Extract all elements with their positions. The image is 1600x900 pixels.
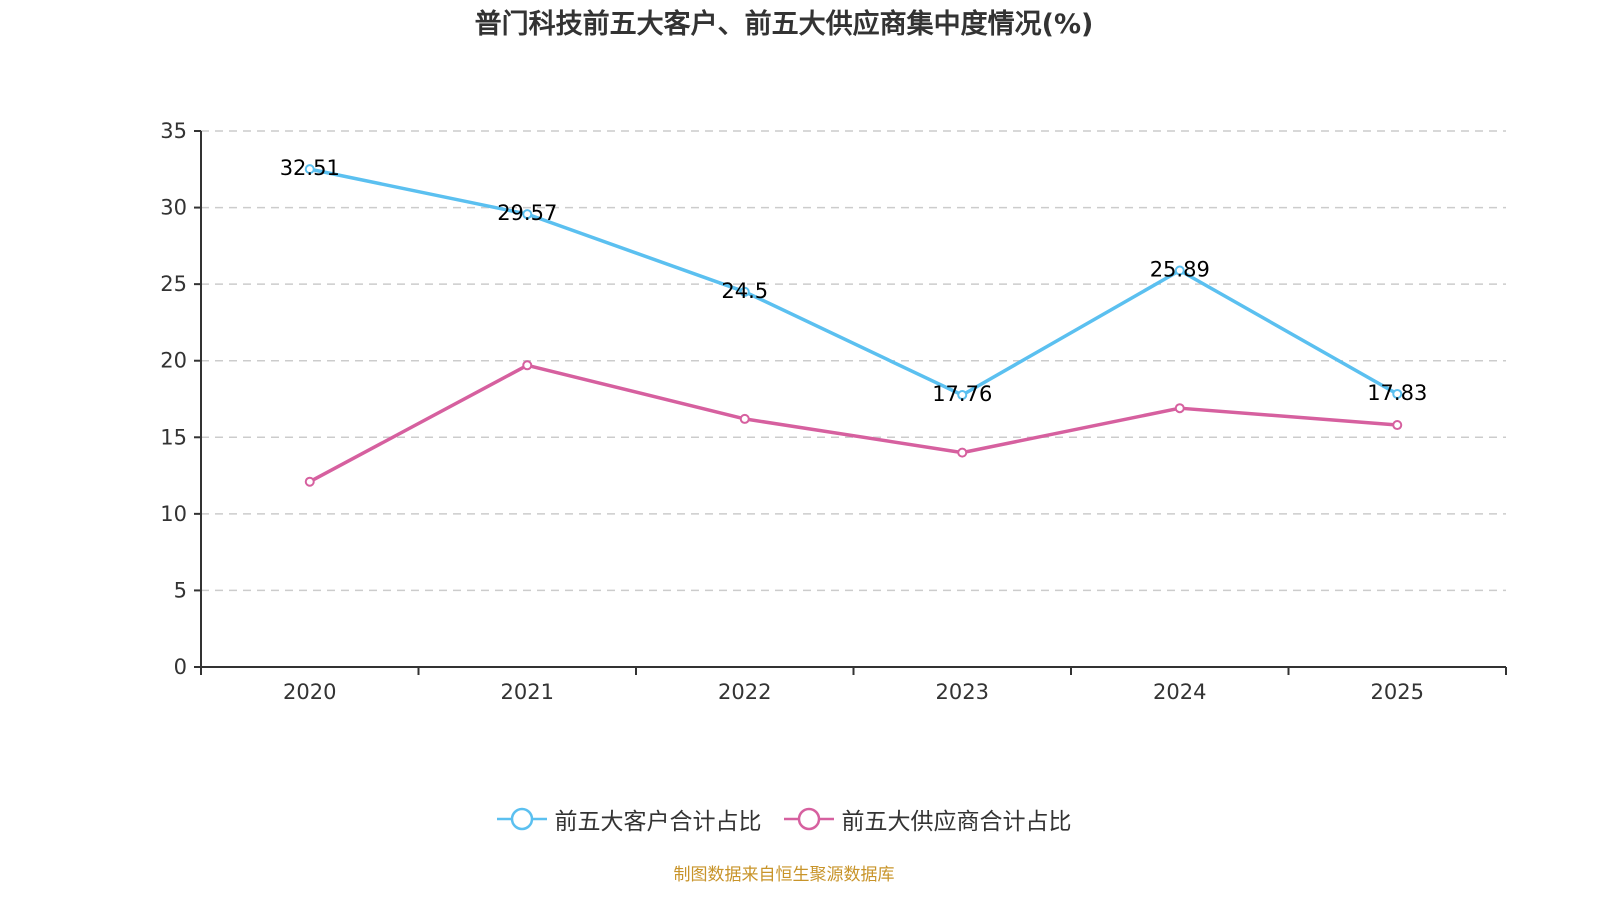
series	[304, 164, 1403, 487]
y-tick-label: 0	[174, 655, 187, 679]
data-point	[957, 390, 968, 401]
y-tick-label: 10	[160, 502, 187, 526]
x-tick-label: 2022	[718, 680, 771, 704]
data-point	[1174, 403, 1185, 414]
data-label: 24.5	[721, 279, 768, 303]
y-tick-label: 15	[160, 425, 187, 449]
legend-item-customers[interactable]: 前五大客户合计占比	[496, 802, 762, 836]
chart-title: 普门科技前五大客户、前五大供应商集中度情况(%)	[474, 9, 1094, 40]
x-tick-label: 2023	[936, 680, 989, 704]
series-line-1	[308, 363, 1398, 484]
data-labels: 32.51 29.57 24.5 17.76 25.89 17.83	[280, 156, 1428, 406]
gridlines	[201, 130, 1506, 592]
x-tick-label: 2025	[1371, 680, 1424, 704]
y-tick-label: 30	[160, 196, 187, 220]
data-point	[522, 209, 533, 220]
data-point	[522, 360, 533, 371]
data-label: 17.83	[1367, 381, 1427, 405]
legend-marker-circle-icon	[496, 807, 547, 831]
data-point	[739, 413, 750, 424]
y-tick-label: 35	[160, 119, 187, 143]
data-label: 29.57	[497, 201, 557, 225]
data-label: 25.89	[1150, 258, 1210, 282]
data-point	[304, 476, 315, 487]
data-label: 17.76	[932, 382, 992, 406]
data-point	[739, 286, 750, 297]
data-point	[1174, 265, 1185, 276]
x-tick-label: 2024	[1153, 680, 1206, 704]
y-tick-label: 5	[174, 578, 187, 602]
legend-label: 前五大供应商合计占比	[841, 809, 1072, 835]
y-tick-label: 25	[160, 272, 187, 296]
legend-label: 前五大客户合计占比	[554, 809, 762, 835]
x-tick-label: 2020	[283, 680, 336, 704]
data-label: 32.51	[280, 156, 340, 180]
data-point	[1392, 420, 1403, 431]
data-point	[1392, 388, 1403, 399]
data-point	[957, 447, 968, 458]
data-point	[304, 164, 315, 175]
legend: 前五大客户合计占比 前五大供应商合计占比	[0, 802, 1568, 836]
series-line-0	[309, 167, 1399, 397]
legend-marker-circle-icon	[783, 807, 834, 831]
x-tick-label: 2021	[501, 680, 554, 704]
y-tick-label: 20	[160, 349, 187, 373]
legend-item-suppliers[interactable]: 前五大供应商合计占比	[783, 802, 1072, 836]
source-note: 制图数据来自恒生聚源数据库	[673, 865, 895, 885]
